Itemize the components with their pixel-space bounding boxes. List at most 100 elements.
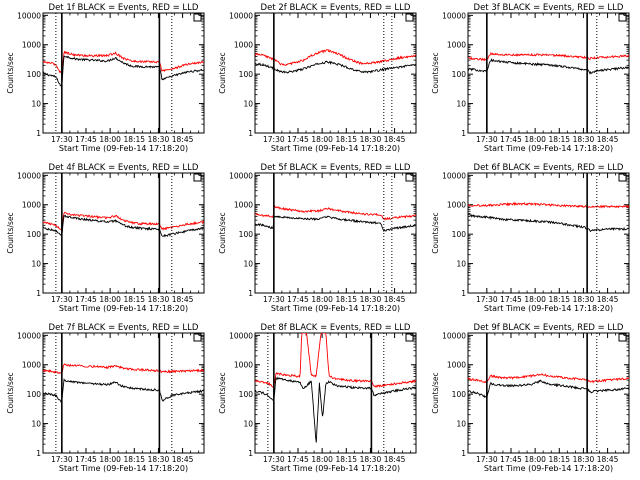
y-tick-label: 10000 — [229, 171, 253, 180]
series-lld-line — [43, 363, 204, 374]
x-tick-label: 17:30 — [51, 295, 73, 304]
y-tick-label: 10000 — [17, 331, 41, 340]
corner-box — [193, 13, 202, 22]
series-events-line — [255, 60, 416, 74]
series-events-line — [255, 376, 416, 443]
y-axis-label: Counts/sec — [6, 52, 15, 93]
series-events-line — [43, 378, 204, 403]
y-tick-label: 1000 — [22, 41, 41, 50]
panel-title: Det 9f BLACK = Events, RED = LLD — [474, 323, 624, 333]
x-tick-label: 18:00 — [99, 455, 121, 464]
series-lld-line — [468, 373, 629, 384]
panel-det-6: Det 6f BLACK = Events, RED = LLD 1 10 100 10… — [431, 163, 630, 313]
series-lld-line — [255, 49, 416, 66]
x-tick-label: 18:45 — [384, 295, 406, 304]
data-area — [468, 373, 629, 399]
x-axis-label: Start Time (09-Feb-14 17:18:20) — [271, 304, 400, 313]
data-area — [255, 49, 416, 74]
y-tick-label: 1 — [248, 449, 253, 458]
y-axis-label: Counts/sec — [431, 372, 440, 413]
corner-box — [618, 333, 627, 342]
x-tick-label: 18:45 — [172, 135, 194, 144]
x-tick-label: 18:30 — [573, 135, 595, 144]
x-tick-label: 18:15 — [123, 135, 145, 144]
x-axis-label: Start Time (09-Feb-14 17:18:20) — [484, 144, 613, 153]
y-tick-label: 10 — [456, 420, 466, 429]
y-tick-label: 1 — [36, 449, 41, 458]
y-tick-label: 10000 — [442, 171, 466, 180]
y-tick-label: 10 — [31, 100, 41, 109]
plot-frame — [254, 12, 417, 134]
x-tick-label: 18:30 — [360, 135, 382, 144]
y-tick-label: 1 — [461, 449, 466, 458]
x-tick-label: 17:45 — [500, 295, 522, 304]
panel-title: Det 8f BLACK = Events, RED = LLD — [261, 323, 411, 333]
y-tick-label: 10000 — [229, 11, 253, 20]
x-tick-label: 17:30 — [51, 135, 73, 144]
data-area — [43, 50, 204, 87]
data-area — [43, 211, 204, 238]
x-tick-label: 18:45 — [172, 295, 194, 304]
x-tick-label: 18:30 — [573, 455, 595, 464]
series-lld-line — [255, 333, 416, 389]
panel-det-7: Det 7f BLACK = Events, RED = LLD 1 10 100 10… — [6, 323, 205, 473]
panel-det-9: Det 9f BLACK = Events, RED = LLD 1 10 100 10… — [431, 323, 630, 473]
y-tick-label: 1000 — [234, 361, 253, 370]
y-tick-label: 100 — [452, 230, 467, 239]
x-tick-label: 18:00 — [524, 135, 546, 144]
x-tick-label: 17:45 — [75, 135, 97, 144]
y-axis-label: Counts/sec — [6, 212, 15, 253]
y-tick-label: 1 — [461, 289, 466, 298]
x-tick-label: 17:45 — [500, 455, 522, 464]
y-tick-label: 10000 — [442, 331, 466, 340]
x-tick-label: 18:15 — [548, 295, 570, 304]
y-axis-label: Counts/sec — [6, 372, 15, 413]
x-tick-label: 18:45 — [597, 295, 619, 304]
y-tick-label: 1000 — [22, 201, 41, 210]
panel-det-3: Det 3f BLACK = Events, RED = LLD 1 10 100 10… — [431, 3, 630, 153]
y-tick-label: 100 — [452, 70, 467, 79]
data-area — [255, 204, 416, 233]
x-tick-label: 18:00 — [311, 135, 333, 144]
series-lld-line — [43, 211, 204, 231]
x-tick-label: 18:00 — [524, 455, 546, 464]
panel-title: Det 1f BLACK = Events, RED = LLD — [49, 3, 199, 13]
x-tick-label: 17:45 — [75, 295, 97, 304]
x-tick-label: 18:15 — [335, 135, 357, 144]
x-axis-label: Start Time (09-Feb-14 17:18:20) — [484, 464, 613, 473]
y-tick-label: 100 — [27, 70, 42, 79]
y-tick-label: 100 — [452, 390, 467, 399]
corner-box — [618, 13, 627, 22]
plot-frame — [254, 172, 417, 294]
x-tick-label: 18:15 — [335, 295, 357, 304]
corner-box — [405, 333, 414, 342]
panel-det-8: Det 8f BLACK = Events, RED = LLD 1 10 100 10… — [218, 323, 417, 473]
y-tick-label: 1000 — [22, 361, 41, 370]
y-tick-label: 1 — [248, 129, 253, 138]
series-events-line — [43, 214, 204, 238]
plot-frame — [42, 12, 205, 134]
x-tick-label: 18:15 — [123, 295, 145, 304]
x-tick-label: 17:30 — [263, 295, 285, 304]
x-tick-label: 18:30 — [360, 455, 382, 464]
panel-title: Det 7f BLACK = Events, RED = LLD — [49, 323, 199, 333]
series-events-line — [468, 57, 629, 75]
x-tick-label: 18:30 — [148, 295, 170, 304]
x-tick-label: 17:30 — [263, 135, 285, 144]
y-tick-label: 10000 — [17, 171, 41, 180]
x-tick-label: 18:45 — [384, 135, 406, 144]
x-tick-label: 17:30 — [476, 135, 498, 144]
y-tick-label: 1000 — [234, 201, 253, 210]
y-tick-label: 100 — [239, 70, 254, 79]
x-axis-label: Start Time (09-Feb-14 17:18:20) — [271, 464, 400, 473]
x-tick-label: 18:30 — [573, 295, 595, 304]
y-tick-label: 1000 — [234, 41, 253, 50]
panel-det-5: Det 5f BLACK = Events, RED = LLD 1 10 100 10… — [218, 163, 417, 313]
series-lld-line — [43, 50, 204, 76]
x-tick-label: 18:00 — [311, 455, 333, 464]
x-tick-label: 17:45 — [287, 295, 309, 304]
plot-frame — [467, 332, 630, 454]
y-tick-label: 1 — [248, 289, 253, 298]
series-events-line — [43, 55, 204, 87]
